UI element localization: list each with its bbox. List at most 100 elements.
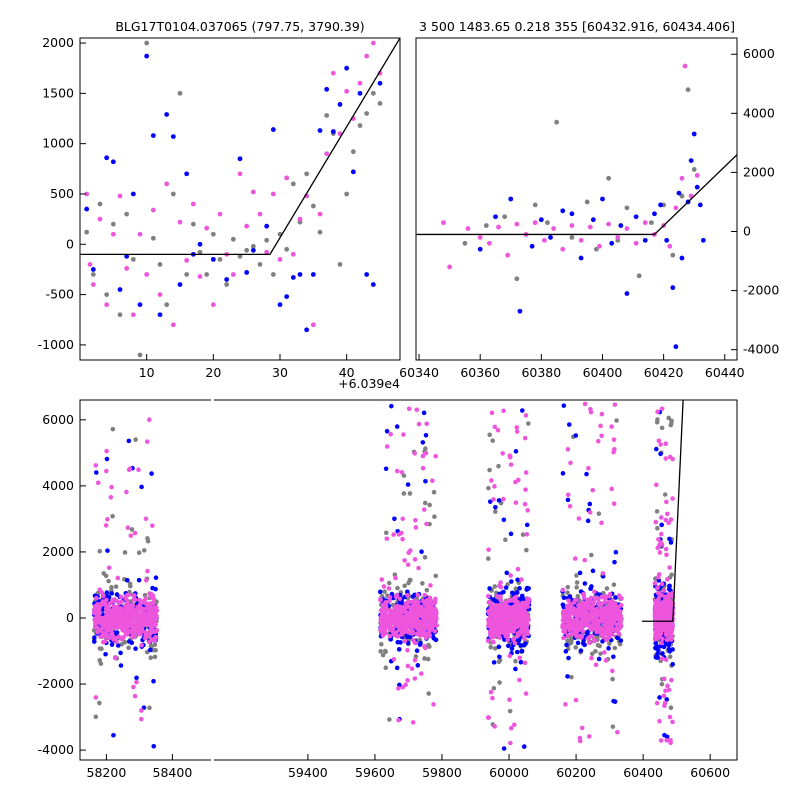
data-point-pink — [402, 558, 407, 563]
data-point-grey — [110, 426, 116, 432]
data-point-pink — [582, 557, 588, 563]
data-point-pink — [584, 597, 590, 603]
data-point-grey — [317, 229, 323, 235]
data-point-pink — [395, 634, 401, 639]
data-point-grey — [604, 586, 610, 591]
data-point-pink — [87, 262, 93, 267]
data-point-blue — [596, 656, 602, 662]
data-point-grey — [148, 655, 154, 660]
data-point-pink — [670, 496, 675, 501]
data-point-pink — [574, 633, 579, 639]
data-point-grey — [462, 240, 468, 246]
data-point-pink — [507, 653, 513, 659]
data-point-pink — [380, 633, 386, 638]
y-tick-label: 1500 — [42, 85, 74, 100]
y-tick-label: 2000 — [42, 544, 74, 559]
data-point-blue — [118, 650, 123, 656]
data-point-blue — [136, 577, 142, 583]
data-point-blue — [577, 570, 583, 576]
data-point-pink — [522, 435, 528, 441]
data-point-blue — [84, 206, 90, 212]
data-point-pink — [97, 216, 103, 222]
data-point-pink — [95, 619, 101, 625]
data-point-blue — [270, 127, 276, 132]
data-point-blue — [491, 660, 497, 665]
data-point-pink — [659, 656, 665, 661]
data-point-blue — [590, 217, 596, 223]
data-point-grey — [431, 489, 437, 495]
data-point-grey — [589, 552, 594, 558]
data-point-pink — [592, 589, 597, 595]
data-point-pink — [401, 623, 407, 629]
data-point-blue — [304, 327, 310, 333]
data-point-pink — [131, 684, 136, 690]
data-point-blue — [423, 433, 429, 438]
data-point-pink — [523, 691, 529, 696]
data-point-pink — [429, 611, 435, 617]
data-point-grey — [433, 573, 439, 579]
data-point-pink — [522, 660, 528, 666]
data-point-pink — [144, 620, 149, 626]
data-point-pink — [90, 282, 96, 287]
data-point-pink — [501, 601, 507, 606]
data-point-pink — [489, 410, 495, 416]
data-point-pink — [110, 231, 116, 237]
data-point-pink — [344, 88, 350, 94]
data-point-pink — [136, 467, 141, 473]
data-point-pink — [574, 597, 579, 603]
data-point-grey — [93, 714, 99, 720]
data-point-grey — [152, 654, 158, 660]
data-point-pink — [579, 725, 585, 731]
data-point-pink — [441, 220, 446, 226]
data-point-pink — [111, 597, 116, 602]
data-point-pink — [170, 322, 176, 328]
data-point-pink — [151, 607, 156, 612]
data-point-blue — [264, 223, 270, 229]
data-point-pink — [498, 597, 503, 603]
data-point-pink — [420, 453, 426, 459]
data-point-pink — [396, 686, 401, 691]
data-point-blue — [407, 634, 413, 640]
data-point-blue — [324, 86, 330, 92]
data-point-grey — [350, 149, 356, 155]
data-point-grey — [141, 548, 147, 553]
data-point-pink — [663, 517, 669, 523]
data-point-blue — [134, 675, 139, 681]
data-point-blue — [337, 102, 343, 107]
data-point-pink — [122, 612, 127, 618]
data-point-pink — [100, 599, 106, 604]
data-point-pink — [523, 625, 529, 631]
data-point-pink — [577, 738, 583, 744]
data-point-blue — [566, 422, 572, 427]
data-point-blue — [111, 733, 116, 738]
data-point-pink — [505, 632, 511, 638]
data-point-pink — [602, 617, 608, 623]
data-point-blue — [392, 516, 397, 522]
data-point-pink — [230, 272, 236, 277]
data-point-grey — [122, 550, 128, 555]
data-point-pink — [594, 613, 600, 619]
data-point-blue — [565, 674, 570, 679]
data-point-grey — [97, 700, 102, 706]
data-point-blue — [519, 408, 525, 413]
data-point-pink — [487, 621, 492, 626]
data-point-pink — [590, 602, 596, 608]
data-point-grey — [310, 203, 316, 209]
data-point-pink — [663, 456, 669, 461]
data-point-pink — [532, 220, 538, 226]
data-point-pink — [508, 462, 514, 467]
data-point-pink — [580, 618, 585, 624]
data-point-blue — [151, 743, 157, 749]
data-point-blue — [493, 214, 498, 220]
data-point-grey — [545, 220, 550, 226]
data-point-pink — [420, 622, 425, 628]
x-tick-label: 60200 — [556, 765, 596, 780]
data-point-pink — [115, 605, 120, 611]
data-point-blue — [91, 639, 97, 644]
data-point-grey — [426, 642, 431, 648]
data-point-grey — [250, 243, 256, 249]
data-point-pink — [137, 597, 142, 603]
data-point-grey — [420, 581, 425, 586]
data-point-grey — [659, 681, 665, 687]
data-point-grey — [144, 40, 150, 46]
